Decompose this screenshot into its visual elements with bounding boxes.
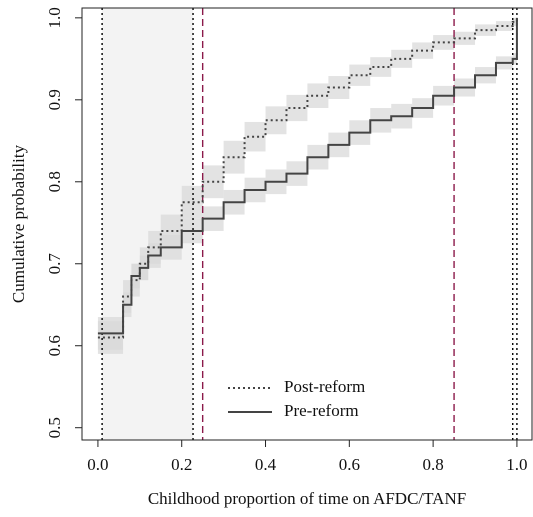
x-tick-label: 0.4 xyxy=(255,455,277,474)
plot-frame xyxy=(81,7,533,441)
y-tick-label: 0.8 xyxy=(45,171,64,192)
x-tick-label: 0.0 xyxy=(87,455,108,474)
y-tick-label: 0.7 xyxy=(45,253,64,275)
legend-label: Post-reform xyxy=(284,377,365,396)
confidence-band xyxy=(512,17,517,27)
x-axis-label: Childhood proportion of time on AFDC/TAN… xyxy=(148,489,466,508)
confidence-band xyxy=(370,57,392,77)
confidence-band xyxy=(475,24,496,36)
confidence-band xyxy=(391,49,413,68)
step-line xyxy=(97,17,518,335)
y-tick-label: 1.0 xyxy=(45,7,64,28)
y-tick-label: 0.6 xyxy=(45,335,64,356)
x-tick-label: 0.2 xyxy=(171,455,192,474)
confidence-band xyxy=(244,121,266,152)
x-tick-label: 1.0 xyxy=(506,455,527,474)
y-tick-label: 0.5 xyxy=(45,417,64,438)
x-tick-label: 0.8 xyxy=(422,455,443,474)
confidence-band xyxy=(349,64,371,86)
y-tick-label: 0.9 xyxy=(45,89,64,110)
confidence-band xyxy=(181,185,203,219)
x-tick-label: 0.6 xyxy=(339,455,360,474)
y-axis-label: Cumulative probability xyxy=(9,144,28,303)
legend-label: Pre-reform xyxy=(284,401,359,420)
confidence-band xyxy=(495,21,513,31)
confidence-band xyxy=(286,94,308,122)
